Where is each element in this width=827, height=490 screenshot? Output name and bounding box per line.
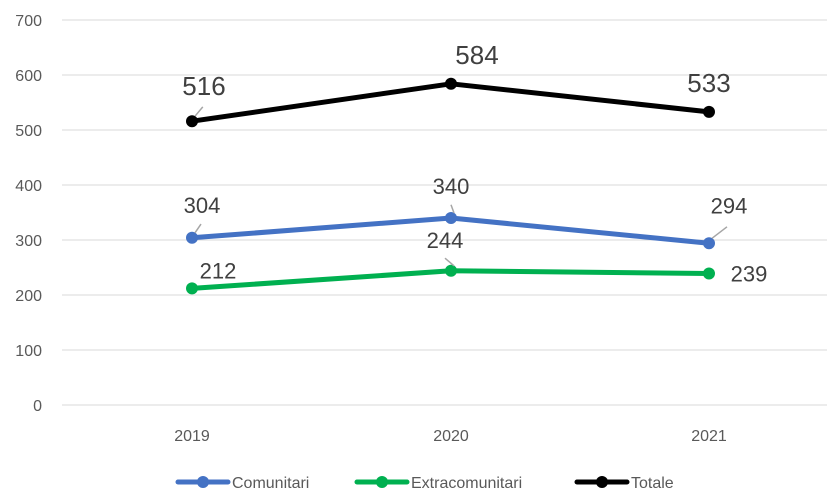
y-tick-label: 400 (15, 178, 42, 195)
data-labels: 304 340 294 212 244 239 516 584 533 (182, 40, 767, 287)
legend: Comunitari Extracomunitari Totale (175, 475, 674, 490)
data-label: 212 (200, 258, 237, 283)
data-point (186, 282, 198, 295)
data-point (445, 77, 457, 90)
y-tick-label: 500 (15, 123, 42, 140)
y-tick-label: 100 (15, 343, 42, 360)
y-tick-label: 0 (33, 398, 42, 415)
legend-label: Extracomunitari (411, 475, 522, 490)
data-point (703, 105, 715, 118)
data-point (703, 267, 715, 280)
data-label: 516 (182, 71, 225, 101)
x-tick-label: 2021 (691, 428, 727, 445)
data-point (186, 115, 198, 128)
data-point (445, 212, 457, 224)
leader-line (194, 223, 202, 234)
data-label: 584 (455, 40, 498, 70)
leader-line (194, 106, 204, 117)
legend-label: Totale (631, 475, 674, 490)
y-tick-label: 600 (15, 68, 42, 85)
x-tick-label: 2020 (433, 428, 469, 445)
data-point (186, 231, 198, 244)
y-tick-label: 300 (15, 233, 42, 250)
x-tick-label: 2019 (174, 428, 210, 445)
data-label: 294 (711, 193, 748, 218)
data-label: 533 (687, 68, 730, 98)
series-group (186, 77, 715, 295)
data-point (445, 264, 457, 277)
y-tick-label: 700 (15, 13, 42, 30)
legend-marker (596, 476, 608, 488)
leader-line (444, 257, 455, 267)
data-label: 304 (184, 193, 221, 218)
legend-marker (197, 476, 209, 488)
data-label: 340 (433, 174, 470, 199)
legend-label: Comunitari (232, 475, 309, 490)
data-label: 244 (427, 228, 464, 253)
x-axis: 2019 2020 2021 (174, 428, 727, 445)
y-tick-label: 200 (15, 288, 42, 305)
legend-marker (376, 476, 388, 488)
data-label: 239 (731, 262, 768, 287)
y-axis: 0 100 200 300 400 500 600 700 (15, 13, 42, 415)
leader-line (450, 204, 455, 214)
leader-line (711, 226, 728, 239)
data-point (703, 237, 715, 250)
